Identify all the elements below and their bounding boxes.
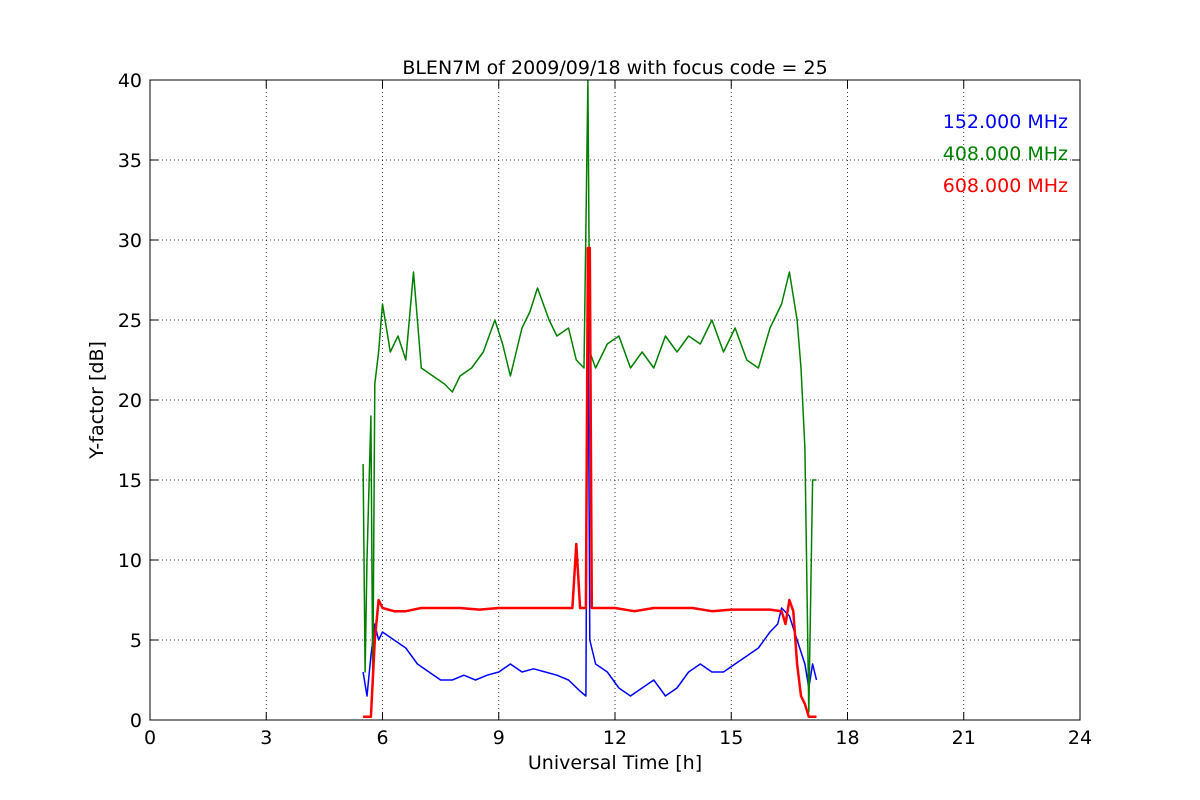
x-tick-label: 6 <box>376 727 388 749</box>
y-tick-label: 15 <box>118 470 142 492</box>
x-tick-label: 9 <box>493 727 505 749</box>
y-tick-label: 25 <box>118 310 142 332</box>
legend: 152.000 MHz 408.000 MHz 608.000 MHz <box>943 111 1068 197</box>
axis-ticks: 0 3 6 9 12 15 18 21 24 0 5 10 15 20 25 30 35 40 <box>118 70 1092 749</box>
series-line-1 <box>362 271 818 697</box>
x-tick-label: 0 <box>144 727 156 749</box>
x-tick-label: 18 <box>835 727 859 749</box>
y-axis-label: Y-factor [dB] <box>86 341 108 460</box>
x-tick-label: 24 <box>1068 727 1092 749</box>
x-tick-label: 12 <box>603 727 627 749</box>
x-tick-label: 3 <box>260 727 272 749</box>
y-tick-label: 30 <box>118 230 142 252</box>
x-axis-label: Universal Time [h] <box>528 752 702 774</box>
legend-entry-3: 608.000 MHz <box>943 175 1068 197</box>
y-tick-label: 5 <box>130 630 142 652</box>
y-tick-label: 40 <box>118 70 142 92</box>
series-line-2 <box>362 80 817 713</box>
plot-area <box>362 80 818 719</box>
series-line-3 <box>363 246 817 719</box>
chart-title: BLEN7M of 2009/09/18 with focus code = 2… <box>402 57 827 79</box>
legend-entry-2: 408.000 MHz <box>943 143 1068 165</box>
y-tick-label: 0 <box>130 710 142 732</box>
y-tick-label: 20 <box>118 390 142 412</box>
x-tick-label: 15 <box>719 727 743 749</box>
x-tick-label: 21 <box>952 727 976 749</box>
y-tick-label: 35 <box>118 150 142 172</box>
legend-entry-1: 152.000 MHz <box>943 111 1068 133</box>
y-tick-label: 10 <box>118 550 142 572</box>
